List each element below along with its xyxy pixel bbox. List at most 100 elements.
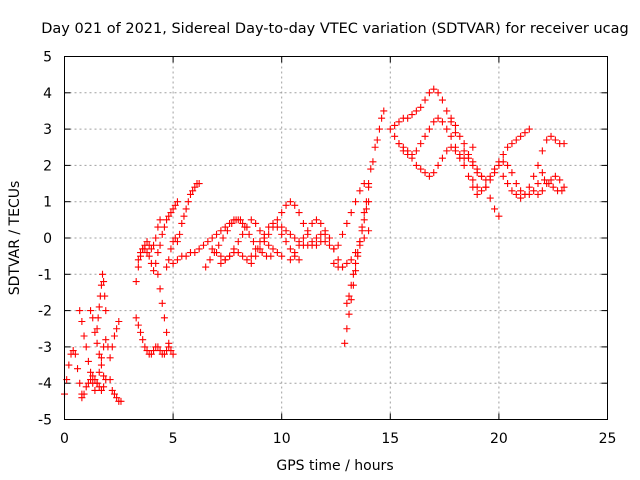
data-point [260,238,268,246]
data-point [247,259,255,267]
data-point [330,259,338,267]
data-point [525,183,533,191]
data-point [182,205,190,213]
data-point [213,230,221,238]
data-point [278,223,286,231]
data-point [352,267,360,275]
y-tick-label: -2 [38,304,52,320]
data-points [61,85,568,405]
data-point [291,201,299,209]
data-point [180,212,188,220]
data-point [304,241,312,249]
data-point [286,256,294,264]
data-point [430,169,438,177]
data-point [443,107,451,115]
data-point [334,241,342,249]
data-point [163,263,171,271]
data-point [154,343,162,351]
data-point [163,328,171,336]
data-point [508,140,516,148]
data-point [325,234,333,242]
data-point [143,238,151,246]
data-series-23 [365,107,388,188]
data-point [538,169,546,177]
data-point [102,336,110,344]
data-point [99,270,107,278]
data-point [371,143,379,151]
data-point [217,259,225,267]
data-point [504,161,512,169]
data-series-2 [78,372,110,402]
data-point [478,172,486,180]
data-point [508,187,516,195]
data-point [434,161,442,169]
data-point [373,136,381,144]
data-point [464,172,472,180]
data-point [243,223,251,231]
data-series-20 [330,227,373,271]
data-point [117,397,125,405]
data-point [100,278,108,286]
data-point [243,256,251,264]
data-point [358,227,366,235]
y-tick-label: 0 [43,231,52,247]
data-point [491,205,499,213]
data-point [228,219,236,227]
data-point [367,165,375,173]
data-point [141,245,149,253]
data-point [65,361,73,369]
data-point [547,176,555,184]
data-point [504,180,512,188]
data-point [554,187,562,195]
data-point [295,209,303,217]
data-point [278,252,286,260]
data-point [256,227,264,235]
data-point [334,256,342,264]
data-series-21 [341,198,370,347]
data-point [495,161,503,169]
data-point [482,183,490,191]
data-point [247,216,255,224]
data-series-26 [395,140,481,198]
data-point [321,238,329,246]
data-point [495,212,503,220]
data-point [171,201,179,209]
data-point [375,125,383,133]
data-point [195,245,203,253]
data-point [291,234,299,242]
data-point [208,234,216,242]
axis-ticks: 0 5 10 15 20 25 -5 -4 -3 -2 -1 0 1 2 3 4 5 [38,50,616,448]
data-point [380,107,388,115]
data-series-27 [447,114,503,220]
x-tick-label: 20 [490,431,508,447]
data-point [150,347,158,355]
data-point [78,317,86,325]
data-point [186,190,194,198]
data-point [171,234,179,242]
data-point [512,136,520,144]
data-point [404,147,412,155]
data-point [347,209,355,217]
data-point [438,118,446,126]
data-point [521,190,529,198]
data-point [258,249,266,257]
data-point [82,383,90,391]
data-point [421,132,429,140]
data-point [219,234,227,242]
data-point [343,259,351,267]
data-point [365,227,373,235]
data-point [517,194,525,202]
data-point [473,169,481,177]
data-point [282,201,290,209]
data-point [95,350,103,358]
data-point [252,219,260,227]
data-point [265,241,273,249]
data-point [97,361,105,369]
data-point [221,256,229,264]
data-point [143,347,151,355]
data-point [169,259,177,267]
data-point [239,230,247,238]
data-point [173,198,181,206]
data-point [399,143,407,151]
data-point [312,216,320,224]
